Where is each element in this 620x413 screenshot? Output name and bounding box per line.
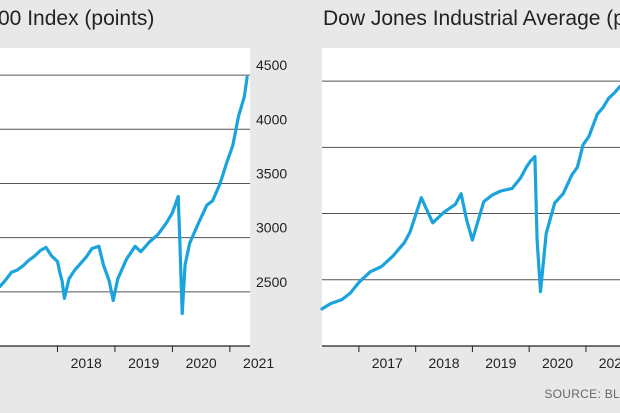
source-note: SOURCE: BL [544, 387, 620, 401]
left-chart-y-tick-label: 4000 [256, 111, 287, 127]
left-chart-plot-area [0, 48, 250, 346]
right-chart-title: Dow Jones Industrial Average (po [323, 7, 620, 30]
left-chart-x-tick-label: 2019 [128, 355, 159, 371]
left-chart-y-tick-label: 3000 [256, 220, 287, 236]
right-chart-plot-area [322, 48, 620, 346]
left-chart-y-tick-label: 4500 [256, 57, 287, 73]
right-chart-x-tick-label: 2017 [372, 355, 403, 371]
left-chart-title: 00 Index (points) [0, 7, 155, 30]
right-chart-x-tick-label: 2018 [428, 355, 459, 371]
left-chart-x-tick-label: 2021 [243, 355, 274, 371]
right-chart-x-tick-label: 2021 [599, 355, 620, 371]
left-chart-y-tick-label: 3500 [256, 165, 287, 181]
right-chart-x-tick-label: 2019 [485, 355, 516, 371]
left-chart-x-tick-label: 2020 [186, 355, 217, 371]
left-chart-x-tick-label: 2018 [71, 355, 102, 371]
right-chart-x-tick-label: 2020 [542, 355, 573, 371]
left-chart-y-tick-label: 2500 [256, 274, 287, 290]
right-chart-series-line [320, 84, 620, 311]
left-chart-series-line [0, 75, 249, 316]
